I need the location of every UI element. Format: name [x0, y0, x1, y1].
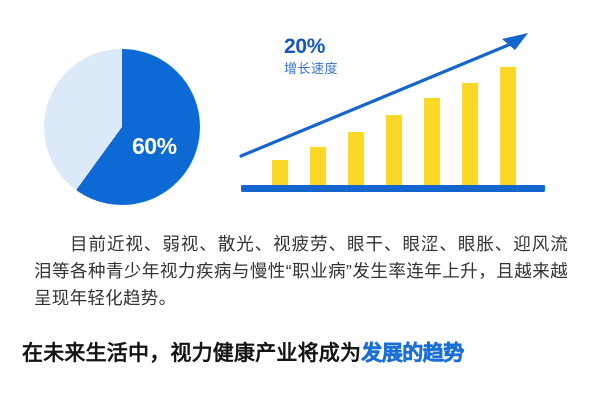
bar-chart: 20% 增长速度 [236, 22, 556, 202]
headline-lead-text: 在未来生活中，视力健康产业将成为 [22, 342, 362, 365]
bar-item [272, 160, 288, 191]
bar-chart-graphic [239, 33, 545, 192]
bar-item [348, 132, 364, 191]
bar-item [310, 147, 326, 191]
pie-value-label: 60% [132, 133, 177, 159]
pie-chart: 60% [44, 49, 200, 205]
bar-item [386, 115, 402, 191]
chart-baseline [241, 185, 545, 192]
headline-accent-text: 发展的趋势 [361, 342, 465, 366]
growth-callout: 20% 增长速度 [284, 36, 338, 75]
bar-item [424, 98, 440, 191]
growth-caption-label: 增长速度 [284, 61, 339, 76]
growth-percent-label: 20% [284, 35, 326, 58]
bar-series [272, 67, 516, 191]
bar-item [500, 67, 516, 191]
trend-arrow-icon [239, 33, 528, 158]
body-paragraph: 目前近视、弱视、散光、视疲劳、眼干、眼涩、眼胀、迎风流泪等各种青少年视力疾病与慢… [34, 234, 568, 308]
bar-item [462, 83, 478, 191]
headline: 在未来生活中，视力健康产业将成为发展的趋势 [22, 339, 582, 369]
pie-circle [44, 49, 200, 205]
